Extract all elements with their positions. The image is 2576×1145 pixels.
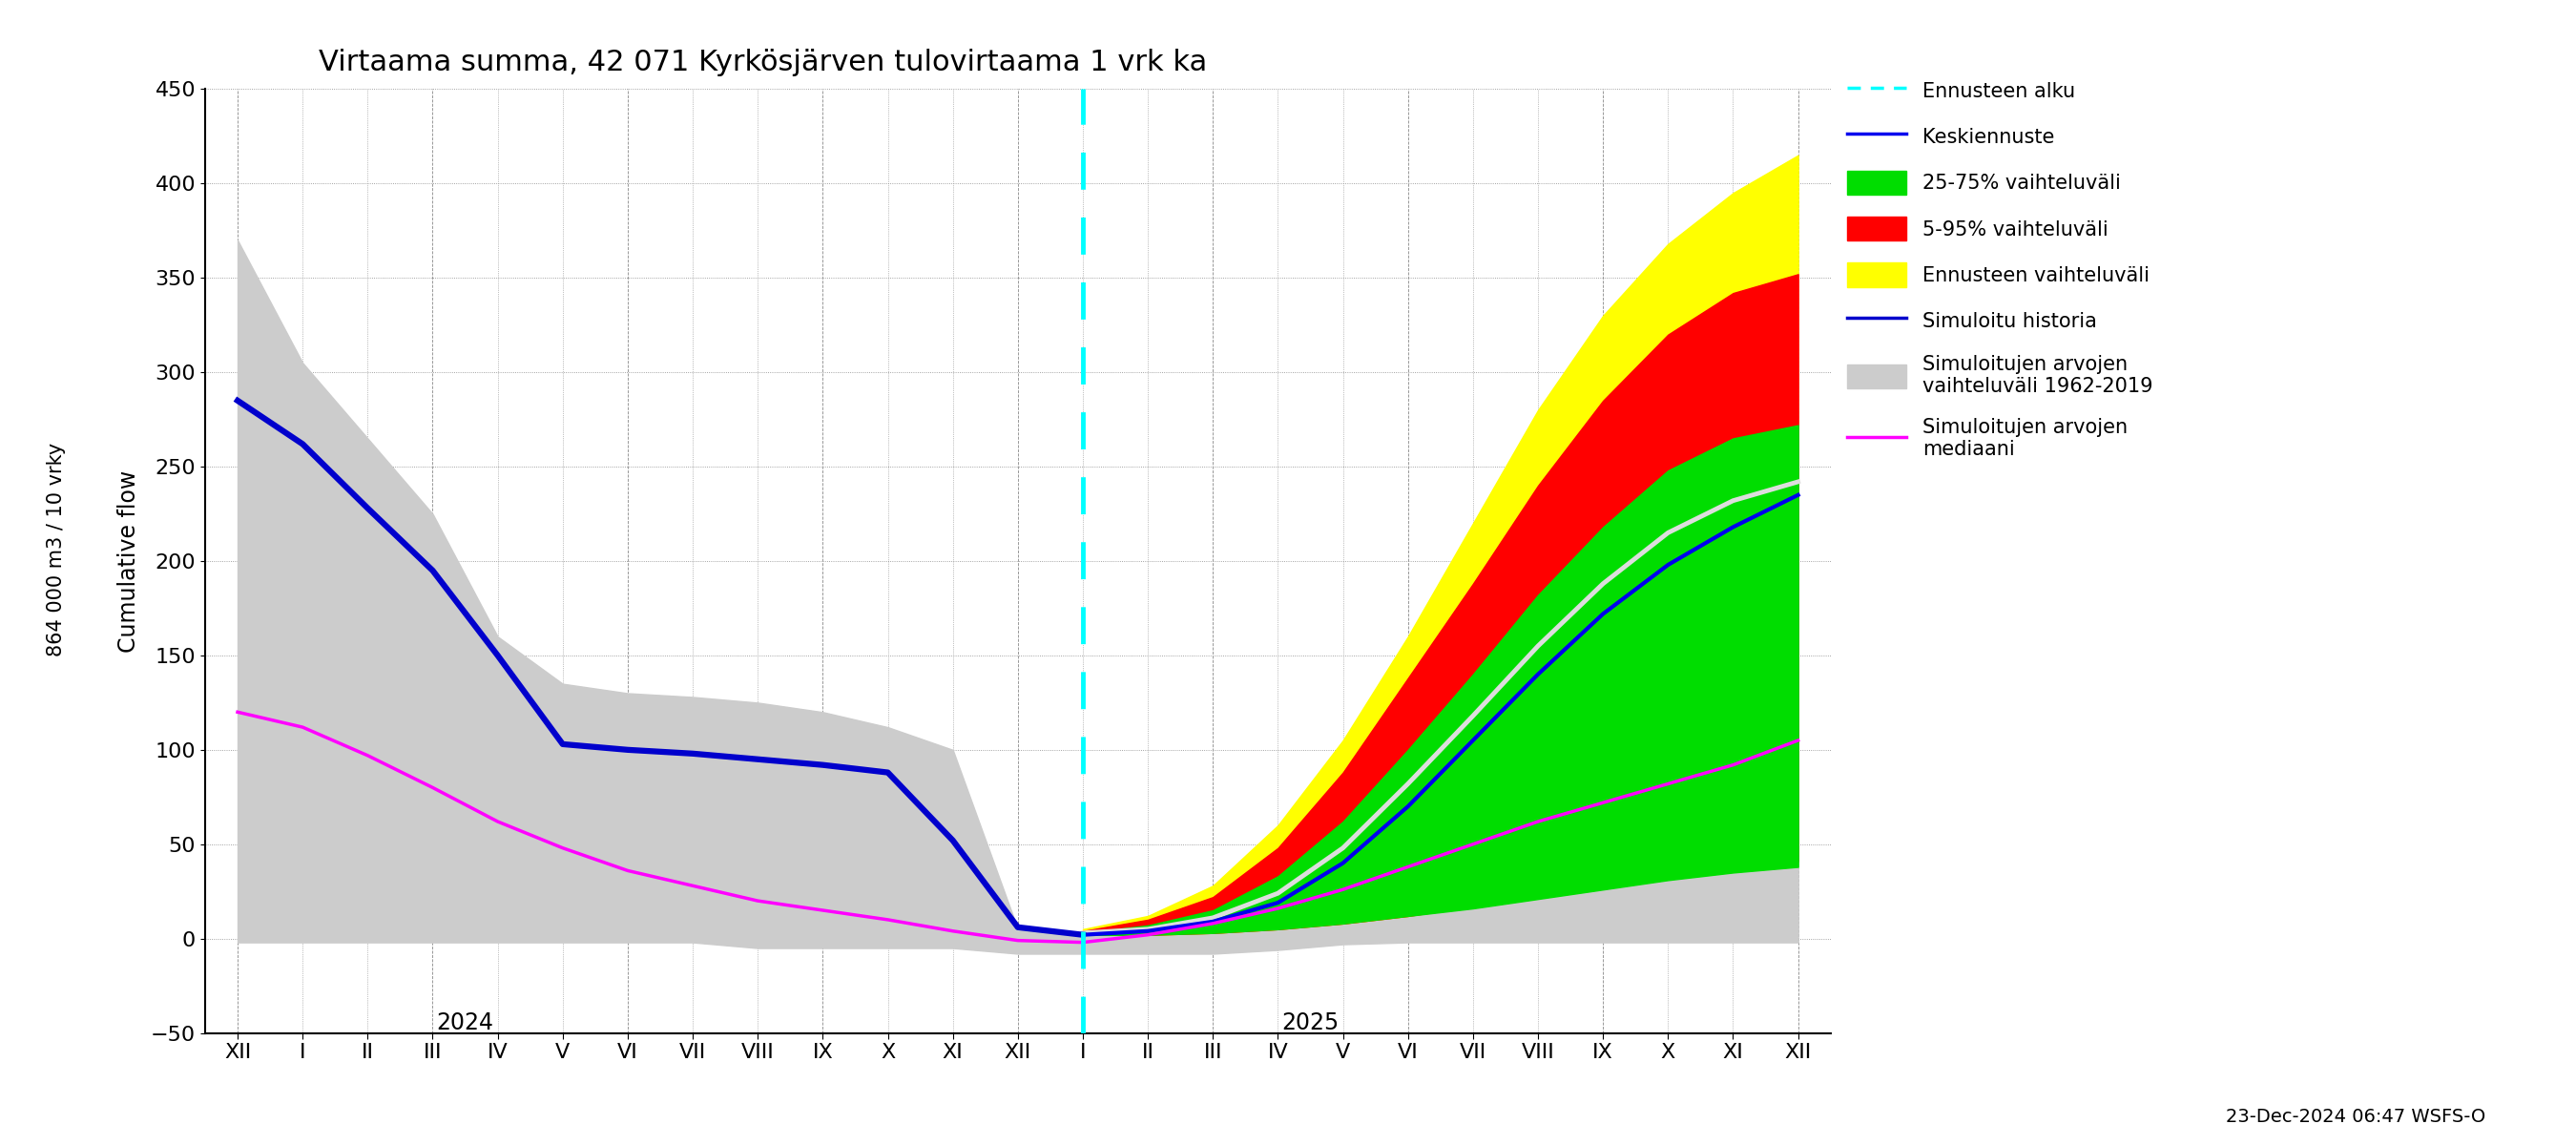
- Legend: Ennusteen alku, Keskiennuste, 25-75% vaihteluväli, 5-95% vaihteluväli, Ennusteen: Ennusteen alku, Keskiennuste, 25-75% vai…: [1839, 70, 2161, 467]
- Text: 23-Dec-2024 06:47 WSFS-O: 23-Dec-2024 06:47 WSFS-O: [2226, 1108, 2486, 1126]
- Text: 864 000 m3 / 10 vrky: 864 000 m3 / 10 vrky: [46, 443, 67, 656]
- Text: Virtaama summa, 42 071 Kyrkösjärven tulovirtaama 1 vrk ka: Virtaama summa, 42 071 Kyrkösjärven tulo…: [319, 48, 1208, 77]
- Text: 2024: 2024: [435, 1011, 495, 1034]
- Text: 2025: 2025: [1283, 1011, 1340, 1034]
- Y-axis label: Cumulative flow: Cumulative flow: [118, 469, 139, 653]
